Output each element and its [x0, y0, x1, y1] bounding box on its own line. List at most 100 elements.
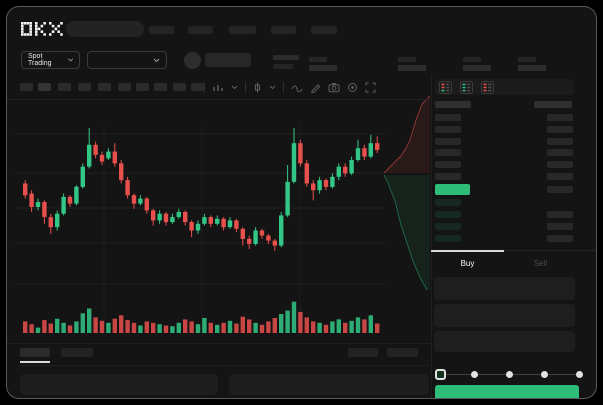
bid-price-bar[interactable]: [435, 211, 461, 219]
toolbar-chip[interactable]: [154, 83, 167, 91]
market-type-label: Spot Trading: [28, 53, 52, 67]
toolbar-chip[interactable]: [136, 83, 149, 91]
chevron-down-icon: [153, 58, 160, 62]
slider-handle[interactable]: [435, 369, 446, 380]
toolbar-chip[interactable]: [20, 83, 33, 91]
ticker-stat-value: [309, 65, 337, 71]
chevron-down-icon[interactable]: [269, 85, 276, 90]
ticker-stat-value: [398, 65, 426, 71]
ask-price-bar[interactable]: [435, 161, 461, 169]
timeframe-icon[interactable]: [212, 83, 224, 93]
ask-amount-bar: [547, 161, 573, 169]
last-price-bar[interactable]: [435, 184, 470, 195]
bid-amount-bar: [547, 211, 573, 219]
toolbar-chip[interactable]: [118, 83, 131, 91]
draw-icon[interactable]: [310, 82, 321, 93]
orderbook-toolbar: [435, 79, 574, 95]
ask-amount-bar: [547, 173, 573, 180]
ticker-stat-label: [309, 57, 327, 62]
toolbar-chip[interactable]: [78, 83, 91, 91]
ob-header-amount: [534, 101, 572, 108]
ask-price-bar[interactable]: [435, 125, 461, 133]
pair-selector[interactable]: [87, 51, 167, 69]
toolbar-divider: [245, 82, 246, 93]
bottom-tab-underline: [20, 361, 50, 363]
bid-price-bar[interactable]: [435, 223, 461, 231]
order-input-placeholder[interactable]: [434, 304, 575, 327]
tab-sell[interactable]: Sell: [504, 252, 577, 274]
line-tool-icon[interactable]: [291, 84, 303, 92]
trade-tabs: Buy Sell: [431, 250, 596, 275]
ask-price-bar[interactable]: [435, 114, 461, 121]
ask-price-bar[interactable]: [435, 149, 461, 157]
chevron-down-icon: [67, 58, 73, 62]
ask-price-bar[interactable]: [435, 137, 461, 145]
chart-toolbar: [204, 81, 376, 94]
pane-divider-vertical: [431, 75, 432, 398]
bid-price-bar[interactable]: [435, 235, 461, 243]
bid-amount-bar: [547, 223, 573, 231]
slider-stop[interactable]: [471, 371, 479, 378]
slider-stop[interactable]: [506, 371, 513, 378]
toolbar-divider: [204, 82, 205, 93]
submit-buy-button[interactable]: [435, 385, 579, 398]
chevron-down-icon[interactable]: [231, 85, 238, 90]
settings-icon[interactable]: [347, 82, 358, 93]
bottom-control[interactable]: [348, 348, 378, 357]
book-asks-icon[interactable]: [481, 80, 494, 94]
nav-item-placeholder[interactable]: [149, 26, 174, 34]
bottom-control[interactable]: [387, 348, 418, 357]
ticker-stat-label: [463, 57, 481, 62]
price-sub-placeholder: [273, 64, 293, 69]
bid-amount-bar: [547, 235, 573, 243]
order-input-placeholder[interactable]: [434, 331, 575, 352]
order-input-placeholder[interactable]: [434, 277, 575, 300]
toolbar-chip[interactable]: [173, 83, 186, 91]
book-combined-icon[interactable]: [439, 80, 452, 94]
ask-amount-bar: [547, 137, 573, 145]
tab-sell-label: Sell: [533, 258, 548, 268]
ob-header-price: [435, 101, 471, 108]
ask-amount-bar: [547, 186, 573, 193]
bottom-panel-placeholder: [20, 374, 218, 395]
ticker-stat-label: [398, 57, 416, 62]
slider-stop[interactable]: [575, 371, 583, 378]
pair-name-placeholder: [205, 53, 251, 67]
nav-item-placeholder[interactable]: [311, 26, 337, 34]
toolbar-chip[interactable]: [98, 83, 111, 91]
bottom-tab-active[interactable]: [20, 348, 50, 357]
ticker-stat-label: [518, 57, 536, 62]
nav-item-placeholder[interactable]: [271, 26, 296, 34]
nav-item-placeholder[interactable]: [188, 26, 213, 34]
ticker-stat-value: [463, 65, 491, 71]
ask-price-bar[interactable]: [435, 173, 461, 180]
market-type-selector[interactable]: Spot Trading: [21, 51, 80, 69]
bottom-panel-placeholder: [229, 374, 429, 395]
ticker-stat-value: [518, 65, 546, 71]
camera-icon[interactable]: [328, 82, 340, 93]
search-bar[interactable]: [66, 21, 144, 37]
tab-buy[interactable]: Buy: [431, 252, 504, 274]
ask-amount-bar: [547, 114, 573, 121]
ask-amount-bar: [547, 125, 573, 133]
okx-logo[interactable]: [21, 22, 65, 37]
bottom-tab[interactable]: [61, 348, 93, 357]
fullscreen-icon[interactable]: [365, 82, 376, 93]
toolbar-chip[interactable]: [38, 83, 51, 91]
tabs-baseline: [431, 250, 596, 251]
tab-buy-label: Buy: [460, 258, 475, 268]
candlestick-chart[interactable]: [7, 7, 431, 343]
chart-style-icon[interactable]: [253, 82, 262, 93]
toolbar-chip[interactable]: [191, 83, 204, 91]
book-bids-icon[interactable]: [460, 80, 473, 94]
bottom-tabs-divider: [20, 365, 429, 366]
toolbar-chip[interactable]: [58, 83, 71, 91]
toolbar-divider-line: [7, 99, 431, 100]
slider-stop[interactable]: [540, 371, 548, 378]
ask-amount-bar: [547, 149, 573, 157]
active-tab-indicator: [431, 250, 504, 252]
bid-price-bar[interactable]: [435, 199, 461, 206]
chart-bottom-divider: [7, 343, 431, 344]
app-window: Spot Trading: [6, 6, 597, 399]
nav-item-placeholder[interactable]: [229, 26, 256, 34]
